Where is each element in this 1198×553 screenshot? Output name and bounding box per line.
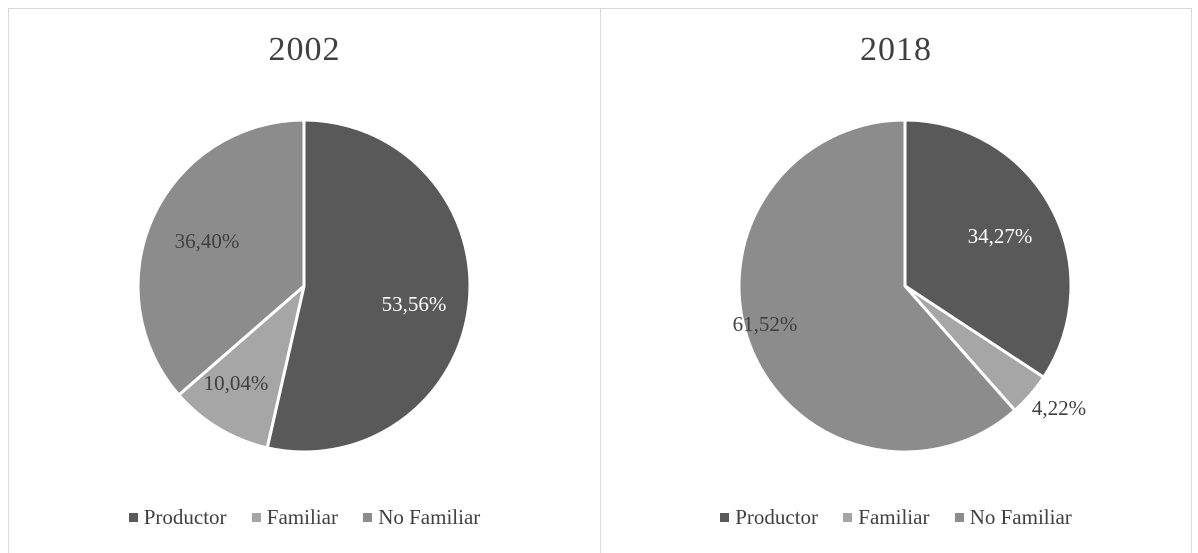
legend: Productor Familiar No Familiar <box>9 505 600 530</box>
legend-swatch <box>954 512 964 522</box>
pie-slice-no-familiar <box>136 118 306 397</box>
legend-swatch <box>363 512 373 522</box>
chart-title: 2018 <box>860 31 932 68</box>
pie-chart-2002: 53,56% 10,04% 36,40% <box>136 118 472 454</box>
chart-panel-2018: 2018 34,27% 4,22% 61,52% Productor Familia… <box>601 9 1191 553</box>
legend-item-no-familiar: No Familiar <box>363 505 480 530</box>
data-label: 53,56% <box>382 292 447 316</box>
pie-chart-2018: 34,27% 4,22% 61,52% <box>733 118 1086 454</box>
data-label: 61,52% <box>733 312 798 336</box>
legend-label: No Familiar <box>969 505 1072 529</box>
legend-label: Productor <box>735 505 819 529</box>
legend-label: Familiar <box>266 505 338 529</box>
legend-item-productor: Productor <box>720 505 818 530</box>
legend-item-familiar: Familiar <box>843 505 929 530</box>
legend-item-familiar: Familiar <box>251 505 338 530</box>
chart-panel-2002: 2002 53,56% 10,04% 36,40% Productor Famili… <box>9 9 601 553</box>
pie-slice-productor <box>265 118 472 454</box>
legend-swatch <box>720 512 730 522</box>
chart-title: 2002 <box>268 31 341 68</box>
legend-label: Productor <box>143 505 227 529</box>
chart-container: 2002 53,56% 10,04% 36,40% Productor Famili… <box>8 8 1192 553</box>
data-label: 4,22% <box>1032 396 1086 420</box>
data-label: 34,27% <box>968 224 1033 248</box>
legend-item-no-familiar: No Familiar <box>954 505 1072 530</box>
legend-item-productor: Productor <box>128 505 227 530</box>
data-label: 36,40% <box>175 229 240 253</box>
data-label: 10,04% <box>204 371 269 395</box>
legend-swatch <box>843 512 853 522</box>
legend-swatch <box>128 512 138 522</box>
legend: Productor Familiar No Familiar <box>601 505 1191 530</box>
pie-slice-no-familiar <box>737 118 1017 454</box>
legend-swatch <box>251 512 261 522</box>
pie-slice-familiar <box>177 284 306 450</box>
legend-label: Familiar <box>858 505 930 529</box>
legend-label: No Familiar <box>378 505 481 529</box>
